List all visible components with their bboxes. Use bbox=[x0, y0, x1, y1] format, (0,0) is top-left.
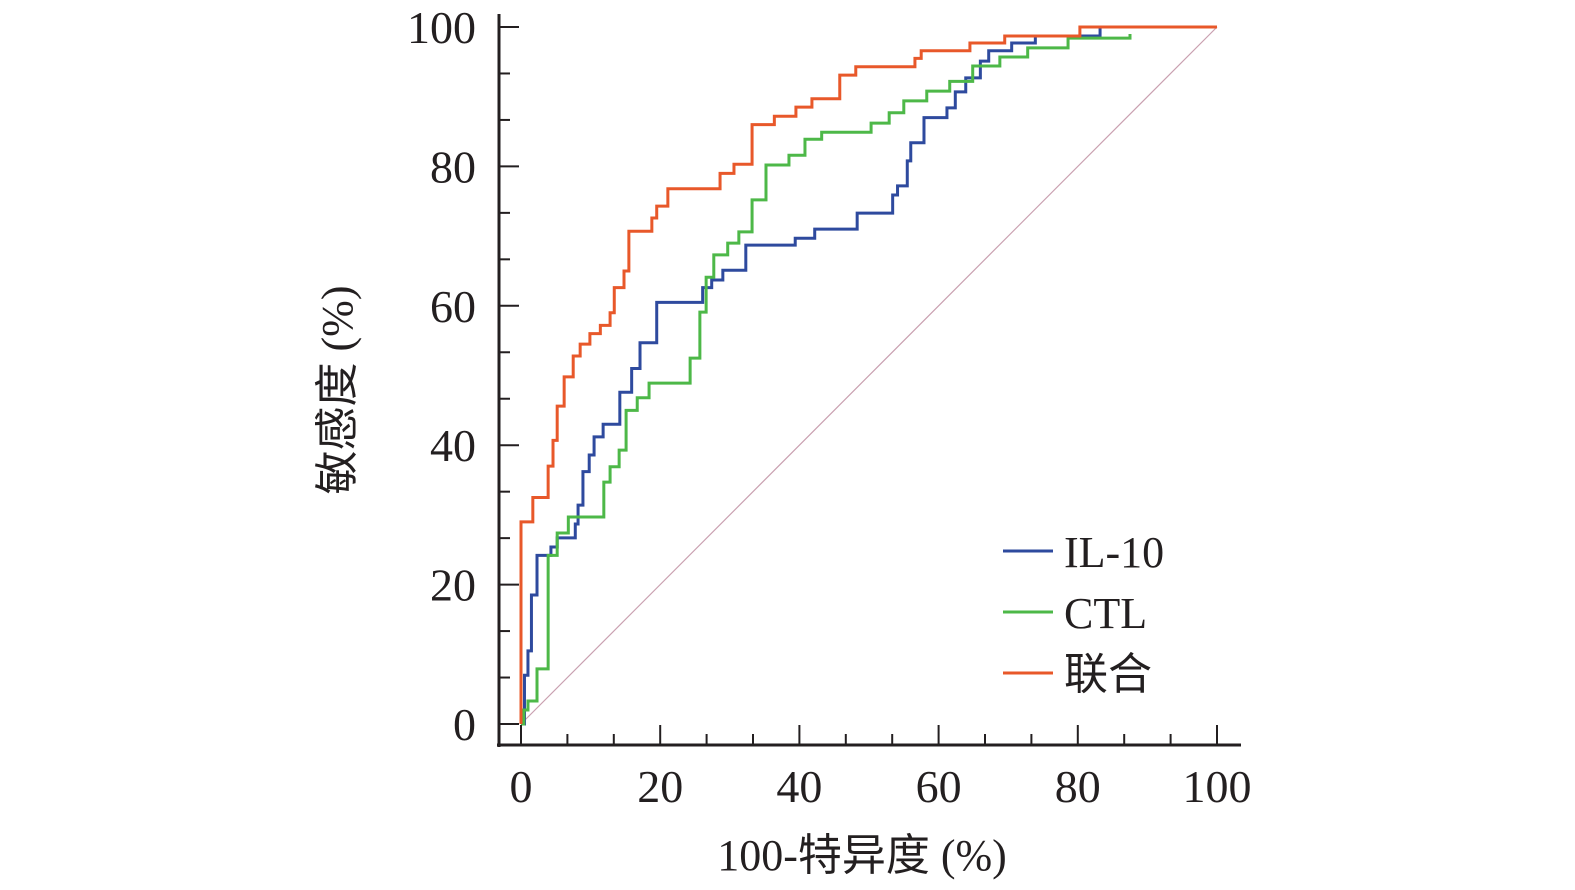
legend-label-0: IL-10 bbox=[1064, 528, 1164, 577]
legend: IL-10 CTL 联合 bbox=[1003, 528, 1164, 699]
series-line-2 bbox=[519, 25, 1217, 724]
series-line-0 bbox=[521, 25, 1217, 726]
x-axis-title: 100-特异度 (%) bbox=[717, 831, 1007, 880]
y-axis-title: 敏感度 (%) bbox=[313, 286, 362, 495]
x-tick-label: 20 bbox=[637, 761, 683, 812]
y-tick-label: 40 bbox=[430, 420, 476, 471]
x-tick-label: 60 bbox=[916, 761, 962, 812]
series-line-1 bbox=[521, 33, 1132, 726]
x-tick-label: 100 bbox=[1183, 761, 1252, 812]
legend-label-1: CTL bbox=[1064, 589, 1147, 638]
reference-diagonal-line bbox=[520, 26, 1218, 725]
x-tick-label: 80 bbox=[1055, 761, 1101, 812]
y-tick-label: 60 bbox=[430, 281, 476, 332]
x-tick-label: 40 bbox=[776, 761, 822, 812]
y-tick-label: 80 bbox=[430, 141, 476, 192]
y-tick-label: 0 bbox=[453, 699, 476, 750]
y-tick-label: 20 bbox=[430, 560, 476, 611]
y-tick-label: 100 bbox=[407, 2, 476, 53]
legend-label-2: 联合 bbox=[1064, 650, 1152, 699]
x-tick-label: 0 bbox=[510, 761, 533, 812]
